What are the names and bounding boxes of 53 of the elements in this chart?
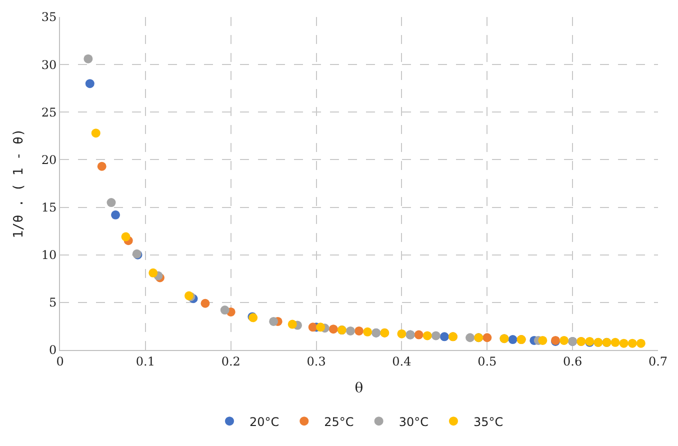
y-tick-label: 30: [41, 58, 57, 72]
point: [220, 306, 230, 315]
x-tick-label: 0.7: [648, 354, 668, 368]
y-tick-label: 20: [41, 152, 57, 167]
y-tick-label: 10: [41, 248, 57, 262]
point: [628, 338, 637, 348]
point: [440, 332, 449, 342]
x-tick-label: 0.3: [306, 354, 326, 368]
point: [91, 128, 100, 138]
y-tick-label: 15: [41, 200, 57, 214]
point: [106, 198, 116, 208]
point: [84, 54, 93, 64]
legend-label: 25°C: [324, 414, 354, 429]
x-tick-label: 0.6: [563, 354, 582, 368]
x-tick-label: 0.5: [478, 354, 497, 368]
point: [85, 79, 94, 88]
point: [482, 333, 492, 342]
point: [111, 210, 120, 220]
point: [636, 338, 646, 348]
x-tick-label: 0.4: [392, 354, 412, 368]
y-tick-label: 0: [48, 343, 57, 358]
x-tick-label: 0.1: [136, 354, 155, 368]
point: [328, 324, 338, 334]
point: [346, 326, 355, 336]
point: [610, 338, 620, 347]
point: [354, 326, 364, 336]
point: [363, 327, 372, 336]
point: [200, 298, 210, 308]
point: [148, 268, 158, 278]
point: [422, 331, 432, 340]
point: [466, 333, 475, 342]
y-tick-label: 5: [48, 296, 57, 310]
y-axis-title: 1/θ . ( 1 - θ): [11, 128, 26, 238]
point: [508, 335, 518, 344]
point: [397, 329, 406, 338]
y-tick-label: 35: [41, 10, 57, 24]
point: [431, 331, 440, 340]
point: [288, 320, 297, 329]
point: [97, 162, 106, 171]
point: [316, 322, 326, 332]
point: [560, 336, 569, 345]
point: [121, 232, 130, 242]
x-axis-title: θ: [354, 380, 364, 397]
point: [269, 316, 278, 326]
y-tick-label: 25: [41, 105, 57, 120]
point: [414, 330, 424, 340]
legend-label: 30°C: [398, 414, 428, 429]
point: [619, 338, 628, 348]
point: [538, 336, 548, 345]
point: [308, 322, 318, 332]
legend-label: 35°C: [473, 414, 504, 429]
x-tick-label: 0.2: [221, 354, 240, 368]
legend-label: 20°C: [250, 414, 280, 429]
